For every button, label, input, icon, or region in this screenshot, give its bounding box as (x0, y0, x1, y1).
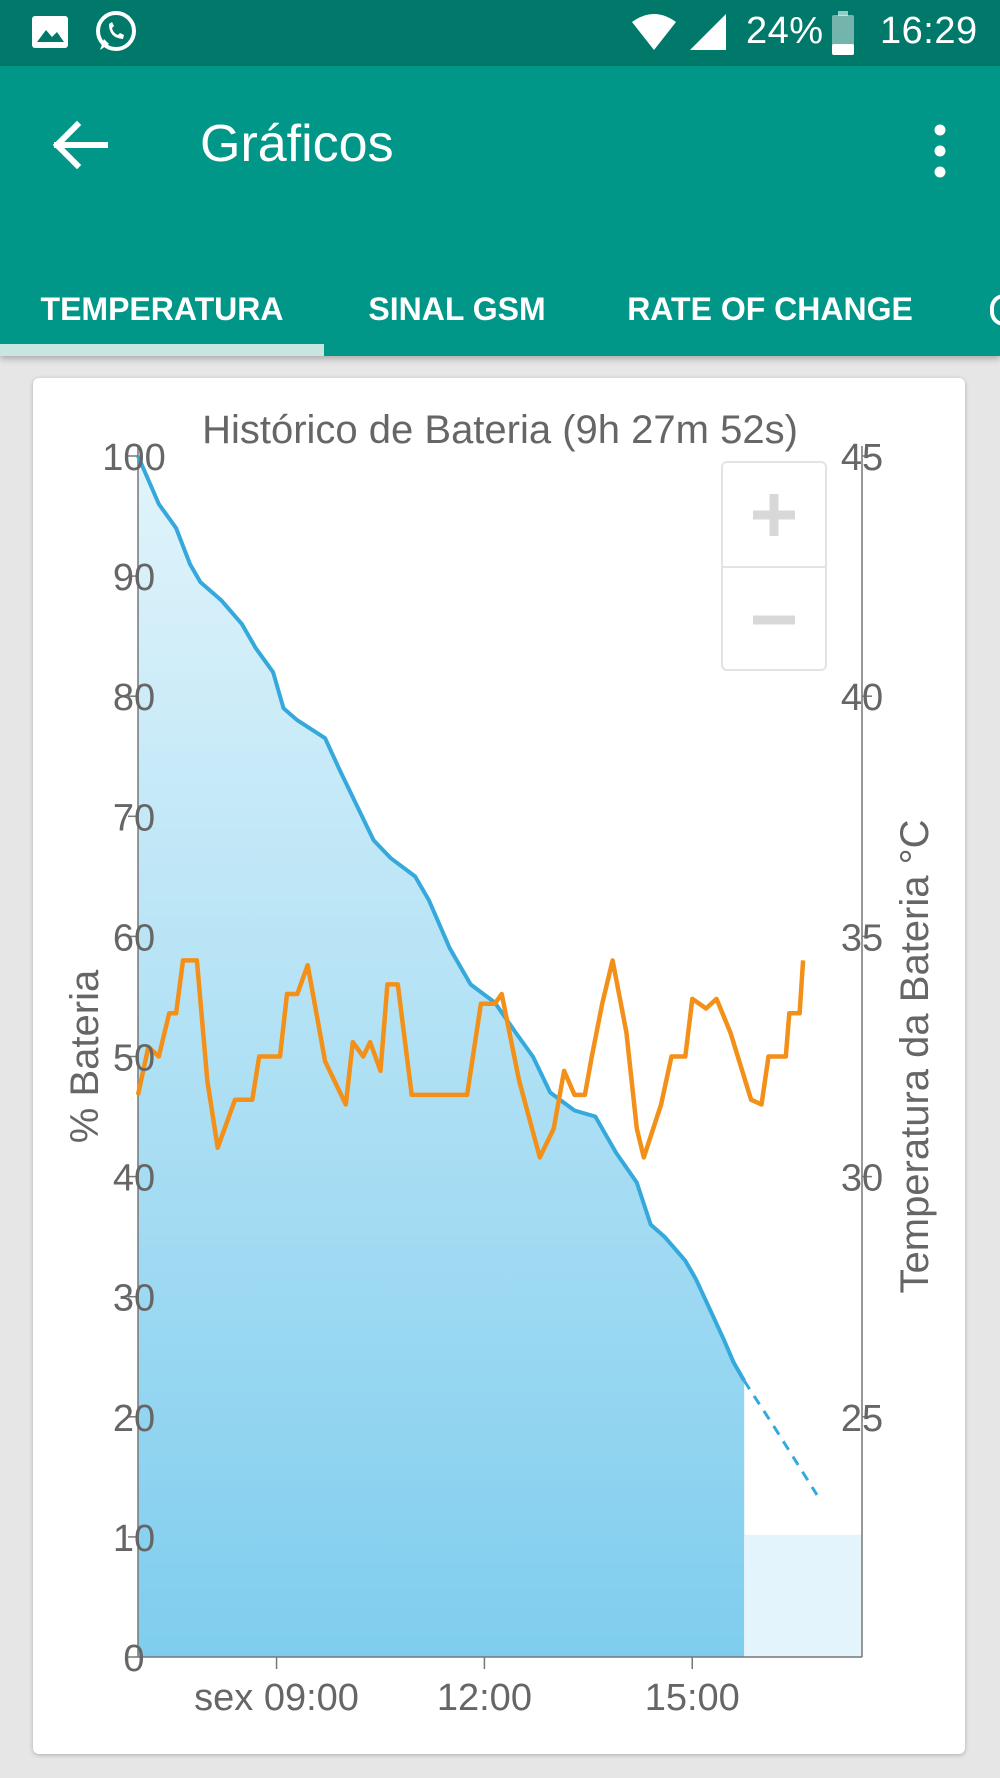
x-tick-label: 15:00 (645, 1677, 740, 1719)
x-tick-label: sex 09:00 (194, 1677, 359, 1719)
y-axis-label-right: Temperatura da Bateria °C (893, 819, 937, 1293)
chart-title: Histórico de Bateria (9h 27m 52s) (202, 408, 798, 452)
y-tick-label-left: 50 (113, 1038, 155, 1080)
wifi-icon (632, 14, 676, 50)
y-tick-label-right: 40 (841, 677, 883, 719)
projection-area (744, 1534, 862, 1657)
zoom-in-button[interactable] (723, 463, 825, 566)
y-tick-label-right: 25 (841, 1398, 883, 1440)
y-axis-label-left: % Bateria (63, 969, 107, 1143)
chart-area-layer (138, 456, 862, 1657)
battery-projection-line (742, 1379, 819, 1496)
y-tick-label-right: 30 (841, 1158, 883, 1200)
battery-icon (832, 11, 854, 55)
tab-indicator (0, 344, 324, 356)
tab-label: SINAL GSM (368, 290, 546, 327)
y-tick-label-left: 10 (113, 1518, 155, 1560)
zoom-out-button[interactable] (723, 568, 825, 671)
chart-axes-layer (128, 446, 872, 1669)
more-options-icon[interactable] (920, 116, 960, 186)
y-tick-label-left: 60 (113, 917, 155, 959)
app-bar: Gráficos TEMPERATURA SINAL GSM RATE OF C… (0, 66, 1000, 356)
y-tick-label-left: 70 (113, 797, 155, 839)
y-tick-label-right: 35 (841, 917, 883, 959)
page-title: Gráficos (200, 115, 394, 173)
tab-sinal-gsm[interactable]: SINAL GSM (324, 262, 590, 356)
chart-lines-layer (135, 455, 819, 1496)
x-tick-label: 12:00 (437, 1677, 532, 1719)
plus-icon (753, 493, 795, 536)
tab-bar: TEMPERATURA SINAL GSM RATE OF CHANGE (0, 262, 1000, 356)
battery-area (138, 456, 745, 1657)
y-tick-label-left: 100 (102, 437, 165, 479)
y-tick-label-left: 80 (113, 677, 155, 719)
y-tick-label-left: 30 (113, 1278, 155, 1320)
tab-temperatura[interactable]: TEMPERATURA (0, 262, 324, 356)
y-tick-label-right: 45 (841, 437, 883, 479)
back-arrow-icon[interactable] (45, 110, 115, 180)
zoom-controls (721, 461, 827, 671)
minus-icon (753, 615, 795, 624)
battery-line (136, 455, 746, 1382)
battery-percent: 24% (746, 10, 824, 52)
y-tick-label-left: 90 (113, 557, 155, 599)
clock: 16:29 (880, 10, 978, 52)
tab-label: RATE OF CHANGE (627, 290, 913, 327)
tab-rate-of-change[interactable]: RATE OF CHANGE (590, 262, 950, 356)
y-tick-label-left: 40 (113, 1158, 155, 1200)
temperature-line (135, 958, 806, 1160)
image-icon (32, 16, 68, 48)
y-tick-label-left: 0 (123, 1638, 144, 1680)
whatsapp-icon (96, 11, 136, 51)
chart-labels-layer: 0 10 20 30 40 50 60 70 80 90 100 25 30 35 40 45 sex 09:0… (63, 408, 937, 1719)
y-tick-label-left: 20 (113, 1398, 155, 1440)
status-bar: 24% 16:29 (0, 0, 1000, 66)
zoom-divider (723, 566, 825, 568)
signal-icon (690, 14, 726, 50)
tab-label: TEMPERATURA (40, 290, 284, 327)
